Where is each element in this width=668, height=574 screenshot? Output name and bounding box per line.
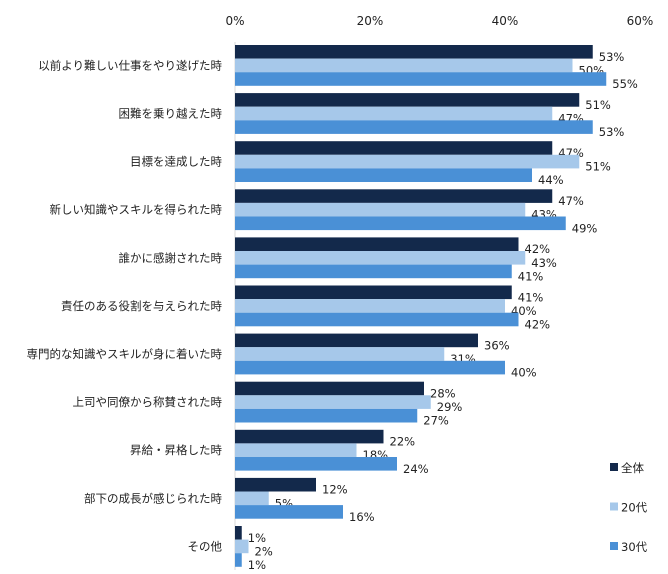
legend-label: 20代 [621, 501, 648, 515]
bar-全体-8 [235, 429, 384, 444]
category-label: 専門的な知識やスキルが身に着いた時 [27, 347, 223, 361]
x-tick-label: 60% [627, 14, 654, 28]
data-label: 55% [612, 77, 638, 91]
bar-20代-9 [235, 491, 269, 506]
bar-30代-8 [235, 457, 397, 471]
category-label: 目標を達成した時 [130, 155, 222, 169]
category-label: 困難を乗り越えた時 [119, 107, 223, 121]
data-label: 41% [518, 290, 544, 304]
bar-全体-6 [235, 333, 478, 348]
bar-20代-4 [235, 251, 526, 265]
bar-全体-1 [235, 93, 580, 107]
data-label: 51% [585, 160, 611, 174]
bar-20代-10 [235, 539, 249, 554]
bar-20代-8 [235, 443, 357, 457]
category-label: 昇給・昇格した時 [130, 443, 222, 457]
data-label: 1% [248, 531, 266, 545]
data-label: 1% [248, 558, 266, 570]
data-label: 51% [585, 98, 611, 112]
bar-30代-0 [235, 72, 607, 86]
legend-label: 30代 [621, 540, 648, 554]
data-label: 53% [599, 50, 625, 64]
bar-20代-5 [235, 299, 505, 313]
category-label: 以前より難しい仕事をやり遂げた時 [38, 58, 222, 72]
data-label: 47% [558, 194, 584, 208]
x-tick-label: 40% [492, 14, 519, 28]
bar-30代-10 [235, 553, 242, 567]
data-label: 22% [390, 435, 416, 449]
bar-30代-3 [235, 216, 566, 231]
legend-swatch [610, 463, 618, 471]
legend-label: 全体 [621, 461, 644, 475]
bar-全体-5 [235, 285, 512, 300]
bar-30代-4 [235, 264, 512, 279]
category-label: 責任のある役割を与えられた時 [61, 299, 222, 313]
bar-20代-7 [235, 395, 431, 409]
data-label: 49% [572, 221, 598, 235]
x-tick-label: 20% [357, 14, 384, 28]
category-label: 部下の成長が感じられた時 [84, 491, 222, 505]
data-label: 2% [255, 544, 273, 558]
bar-全体-0 [235, 45, 593, 59]
data-label: 29% [437, 400, 463, 414]
bar-20代-6 [235, 347, 445, 361]
category-label: 誰かに感謝された時 [119, 251, 223, 265]
legend-swatch [610, 502, 618, 511]
category-label: 新しい知識やスキルを得られた時 [50, 203, 223, 217]
bar-全体-9 [235, 477, 316, 492]
bar-全体-10 [235, 526, 242, 540]
bar-20代-2 [235, 154, 580, 169]
data-label: 16% [349, 510, 375, 524]
data-label: 27% [423, 414, 449, 428]
bar-全体-7 [235, 381, 424, 396]
bar-全体-2 [235, 141, 553, 155]
bar-20代-0 [235, 58, 573, 73]
data-label: 43% [531, 256, 557, 270]
data-label: 42% [525, 318, 551, 332]
data-label: 12% [322, 483, 348, 497]
bar-全体-3 [235, 189, 553, 203]
data-label: 44% [538, 173, 564, 187]
data-label: 28% [430, 387, 456, 401]
bar-30代-1 [235, 120, 593, 134]
bar-全体-4 [235, 237, 519, 251]
bar-20代-3 [235, 202, 526, 217]
bar-30代-9 [235, 505, 343, 519]
data-label: 36% [484, 338, 510, 352]
category-label: その他 [188, 539, 223, 553]
bar-30代-5 [235, 312, 519, 327]
bar-30代-2 [235, 168, 532, 182]
data-label: 53% [599, 125, 625, 139]
data-label: 24% [403, 462, 429, 476]
x-tick-label: 0% [225, 14, 244, 28]
data-label: 40% [511, 366, 537, 380]
category-label: 上司や同僚から称賛された時 [73, 395, 223, 409]
data-label: 42% [525, 242, 551, 256]
bar-20代-1 [235, 106, 553, 121]
data-label: 41% [518, 269, 544, 283]
bar-30代-7 [235, 408, 418, 423]
legend-swatch [610, 542, 618, 550]
bar-30代-6 [235, 360, 505, 375]
